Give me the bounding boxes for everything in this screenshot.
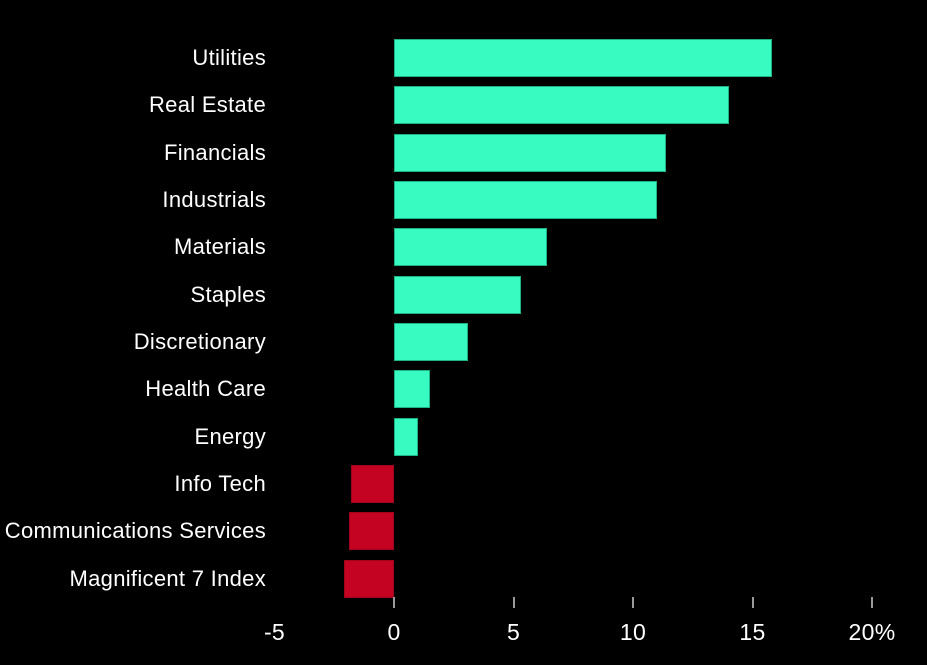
bar-industrials [394, 180, 657, 219]
x-axis-label-5: 5 [506, 619, 521, 645]
category-label-real-estate: Real Estate [148, 92, 266, 118]
x-axis-label-20: 20% [848, 619, 896, 645]
category-label-staples: Staples [190, 281, 266, 307]
x-axis-label-0: 0 [387, 619, 401, 645]
bar-health-care [394, 370, 430, 409]
category-label-energy: Energy [194, 423, 266, 449]
x-axis-tick-0 [393, 597, 395, 608]
category-label-discretionary: Discretionary [133, 328, 266, 354]
category-label-materials: Materials [174, 234, 266, 260]
bar-real-estate [394, 86, 729, 125]
bar-info-tech [350, 464, 394, 503]
category-label-info-tech: Info Tech [174, 470, 266, 496]
x-axis-tick-5 [512, 597, 515, 608]
x-axis-label-10: 10 [619, 619, 647, 645]
bar-discretionary [394, 322, 469, 361]
x-axis-tick-10 [632, 597, 634, 608]
x-axis-tick-20 [871, 597, 873, 608]
bar-financials [394, 133, 667, 172]
category-label-communications-services: Communications Services [4, 518, 266, 544]
bar-materials [394, 228, 547, 267]
x-axis-label-15: 15 [739, 619, 766, 645]
bar-staples [394, 275, 521, 314]
bar-utilities [394, 39, 772, 77]
bar-magnificent-7-index [343, 559, 394, 598]
bar-energy [394, 417, 418, 456]
category-label-industrials: Industrials [162, 186, 266, 212]
category-label-health-care: Health Care [145, 376, 266, 402]
category-label-utilities: Utilities [192, 45, 266, 70]
category-label-magnificent-7-index: Magnificent 7 Index [69, 565, 266, 591]
category-label-financials: Financials [163, 139, 266, 165]
x-axis-tick-15 [751, 597, 754, 608]
bar-communications-services [348, 512, 394, 551]
x-axis-label-5: -5 [263, 619, 286, 645]
